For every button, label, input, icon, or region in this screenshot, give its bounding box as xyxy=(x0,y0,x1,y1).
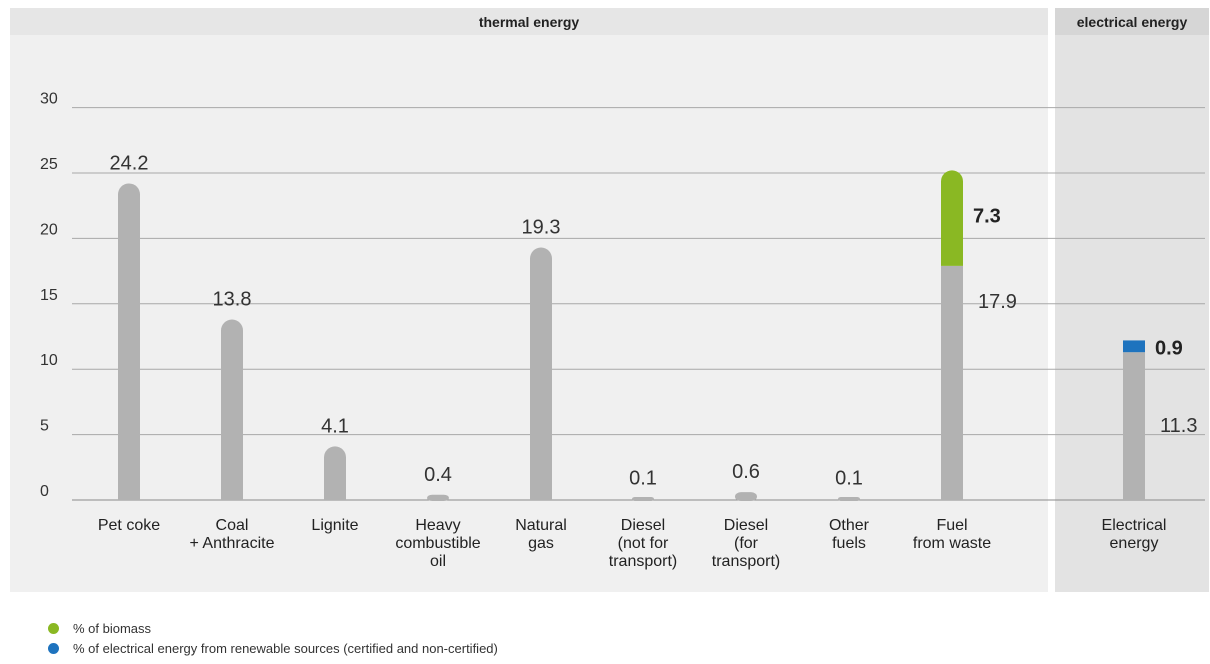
renewable-legend-swatch xyxy=(48,643,59,654)
category-label: Pet coke xyxy=(98,517,160,534)
y-tick-label: 25 xyxy=(40,156,58,173)
bar xyxy=(941,265,963,500)
fuel-bar-chart: 0 5 10 15 20 25 30 24.2 Pet coke 13.8 Coal+ Anthra… xyxy=(40,91,1205,570)
electrical-energy-header: electrical energy xyxy=(1055,8,1209,35)
category-label: energy xyxy=(1110,535,1159,552)
thermal-panel xyxy=(10,8,1048,592)
y-tick-label: 15 xyxy=(40,287,58,304)
stacked-value-label: 0.9 xyxy=(1155,337,1183,359)
bar xyxy=(324,446,346,500)
stacked-value-label: 7.3 xyxy=(973,205,1001,227)
category-label: from waste xyxy=(913,535,991,552)
category-label: (for xyxy=(734,535,759,552)
thermal-energy-title: thermal energy xyxy=(478,13,580,30)
bar-value-label: 0.1 xyxy=(835,468,863,490)
legend-item-biomass: % of biomass xyxy=(48,621,151,636)
category-label: transport) xyxy=(609,553,677,570)
category-label: gas xyxy=(528,535,554,552)
stacked-bar-segment xyxy=(941,170,963,266)
electrical-energy-title: electrical energy xyxy=(1076,13,1188,30)
bar-value-label: 0.4 xyxy=(424,464,452,486)
bar xyxy=(221,319,243,500)
category-label: Fuel xyxy=(936,517,967,534)
bar-value-label: 19.3 xyxy=(522,217,561,239)
y-tick-label: 30 xyxy=(40,91,58,108)
biomass-legend-swatch xyxy=(48,623,59,634)
category-label: + Anthracite xyxy=(190,535,275,552)
category-label: Natural xyxy=(515,517,567,534)
y-tick-label: 0 xyxy=(40,483,49,500)
bar xyxy=(1123,352,1145,500)
bar xyxy=(118,183,140,500)
bar-value-label: 0.1 xyxy=(629,468,657,490)
category-label: fuels xyxy=(832,535,866,552)
bar-value-label: 17.9 xyxy=(978,291,1017,313)
category-label: Diesel xyxy=(724,517,768,534)
category-label: Coal xyxy=(216,517,249,534)
bar xyxy=(735,492,757,501)
bar xyxy=(530,247,552,500)
bar xyxy=(838,497,860,501)
category-label: Diesel xyxy=(621,517,665,534)
legend-item-renewable: % of electrical energy from renewable so… xyxy=(48,641,498,656)
bar-value-label: 24.2 xyxy=(110,152,149,174)
bar xyxy=(632,497,654,501)
category-label: oil xyxy=(430,553,446,570)
category-label: Electrical xyxy=(1102,517,1167,534)
bar xyxy=(427,494,449,501)
bar-value-label: 0.6 xyxy=(732,461,760,483)
bar-value-label: 13.8 xyxy=(213,288,252,310)
y-tick-label: 20 xyxy=(40,221,58,238)
bar-value-label: 4.1 xyxy=(321,415,349,437)
category-label: Other xyxy=(829,517,870,534)
renewable-legend-label: % of electrical energy from renewable so… xyxy=(73,641,498,656)
category-label: (not for xyxy=(618,535,669,552)
y-tick-label: 10 xyxy=(40,352,58,369)
category-label: Lignite xyxy=(311,517,358,534)
thermal-energy-header: thermal energy xyxy=(10,8,1048,35)
bar-value-label: 11.3 xyxy=(1160,415,1197,437)
category-label: combustible xyxy=(395,535,480,552)
biomass-legend-label: % of biomass xyxy=(73,621,152,636)
y-tick-label: 5 xyxy=(40,418,49,435)
category-label: Heavy xyxy=(415,517,460,534)
stacked-bar-segment xyxy=(1123,340,1145,353)
category-label: transport) xyxy=(712,553,780,570)
